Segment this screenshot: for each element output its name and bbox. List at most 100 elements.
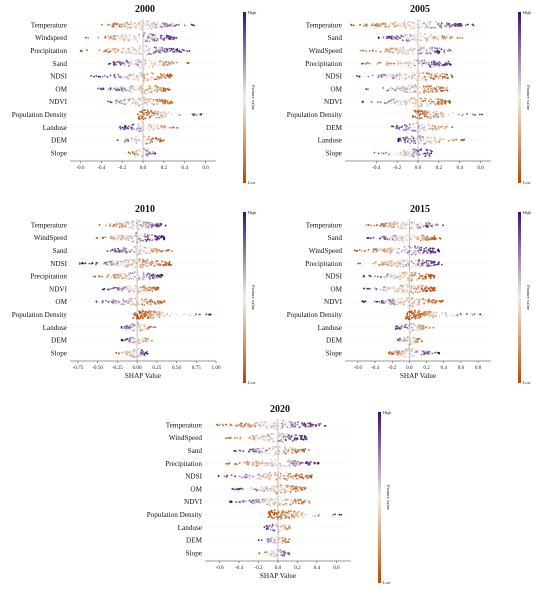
shap-point — [118, 222, 121, 225]
shap-point — [124, 127, 127, 130]
shap-point — [423, 250, 426, 253]
shap-point — [359, 24, 361, 26]
shap-point — [121, 339, 124, 342]
shap-point — [406, 291, 409, 294]
shap-point — [128, 284, 131, 287]
shap-point — [471, 314, 474, 316]
shap-point — [423, 247, 426, 250]
shap-point — [426, 263, 429, 266]
colorbar-low-label: Low — [523, 180, 531, 185]
feature-label: NDVI — [324, 98, 343, 106]
shap-point — [402, 237, 405, 240]
shap-point — [393, 62, 395, 65]
shap-point — [417, 251, 420, 254]
shap-point — [417, 314, 420, 316]
shap-point — [418, 314, 421, 317]
shap-point — [138, 87, 140, 90]
shap-point — [413, 142, 416, 145]
shap-point — [418, 49, 421, 52]
shap-point — [132, 350, 135, 353]
shap-point — [114, 299, 116, 302]
shap-point — [455, 24, 458, 27]
shap-point — [473, 313, 476, 315]
shap-point — [432, 114, 435, 117]
shap-point — [99, 88, 102, 91]
shap-point — [402, 252, 405, 255]
shap-point — [136, 127, 139, 130]
shap-point — [136, 317, 139, 320]
shap-point — [138, 33, 141, 36]
shap-point — [142, 278, 145, 281]
shap-point — [403, 139, 406, 142]
shap-point — [135, 38, 138, 41]
shap-point — [422, 51, 425, 54]
shap-point — [138, 220, 141, 223]
shap-point — [130, 46, 133, 49]
shap-point — [146, 89, 149, 91]
shap-point — [139, 45, 141, 48]
shap-point — [165, 60, 167, 63]
shap-point — [410, 238, 413, 241]
shap-point — [400, 261, 402, 264]
shap-point — [396, 277, 399, 280]
shap-point — [164, 114, 166, 116]
shap-point — [444, 312, 447, 315]
shap-point — [397, 153, 399, 156]
swarm-sand — [106, 244, 173, 256]
shap-point — [409, 298, 411, 301]
shap-point — [413, 274, 416, 276]
shap-point — [112, 287, 115, 290]
shap-point — [413, 64, 416, 67]
shap-point — [132, 324, 135, 327]
shap-point — [387, 75, 390, 78]
shap-point — [410, 66, 413, 69]
shap-point — [445, 22, 448, 24]
shap-point — [422, 129, 425, 132]
shap-point — [108, 263, 111, 266]
shap-point — [141, 252, 144, 255]
shap-point — [419, 79, 422, 82]
shap-point — [402, 303, 405, 306]
shap-point — [412, 314, 415, 317]
x-tick-label: 1.00 — [211, 365, 220, 371]
shap-point — [408, 91, 411, 94]
shap-point — [360, 62, 363, 65]
shap-point — [419, 275, 422, 277]
shap-point — [417, 110, 420, 112]
x-tick-label: 0.4 — [456, 165, 463, 171]
shap-point — [391, 238, 394, 241]
shap-point — [128, 277, 131, 279]
swarm-population-density — [404, 309, 482, 321]
shap-point — [408, 287, 411, 290]
swarm-windspeed — [360, 46, 452, 56]
shap-point — [106, 250, 109, 252]
shap-point — [411, 234, 414, 236]
shap-point — [177, 24, 180, 26]
shap-point — [392, 299, 395, 302]
shap-point — [136, 271, 139, 274]
shap-point — [438, 237, 441, 239]
shap-point — [129, 328, 132, 330]
shap-point — [131, 287, 134, 290]
shap-point — [442, 111, 445, 114]
shap-point — [428, 154, 430, 157]
shap-point — [437, 263, 440, 265]
shap-point — [79, 50, 82, 52]
shap-point — [175, 50, 178, 53]
shap-point — [146, 350, 148, 353]
shap-point — [430, 137, 433, 139]
shap-point — [384, 73, 387, 76]
feature-label: Sand — [53, 247, 68, 255]
shap-point — [429, 275, 432, 277]
shap-point — [406, 99, 409, 102]
shap-point — [144, 40, 147, 43]
shap-point — [135, 49, 138, 52]
shap-point — [146, 73, 149, 75]
shap-point — [425, 102, 428, 105]
shap-point — [143, 96, 146, 99]
shap-point — [148, 49, 151, 51]
shap-point — [406, 272, 409, 275]
shap-point — [414, 77, 417, 80]
shap-point — [128, 74, 131, 77]
shap-point — [407, 253, 410, 256]
